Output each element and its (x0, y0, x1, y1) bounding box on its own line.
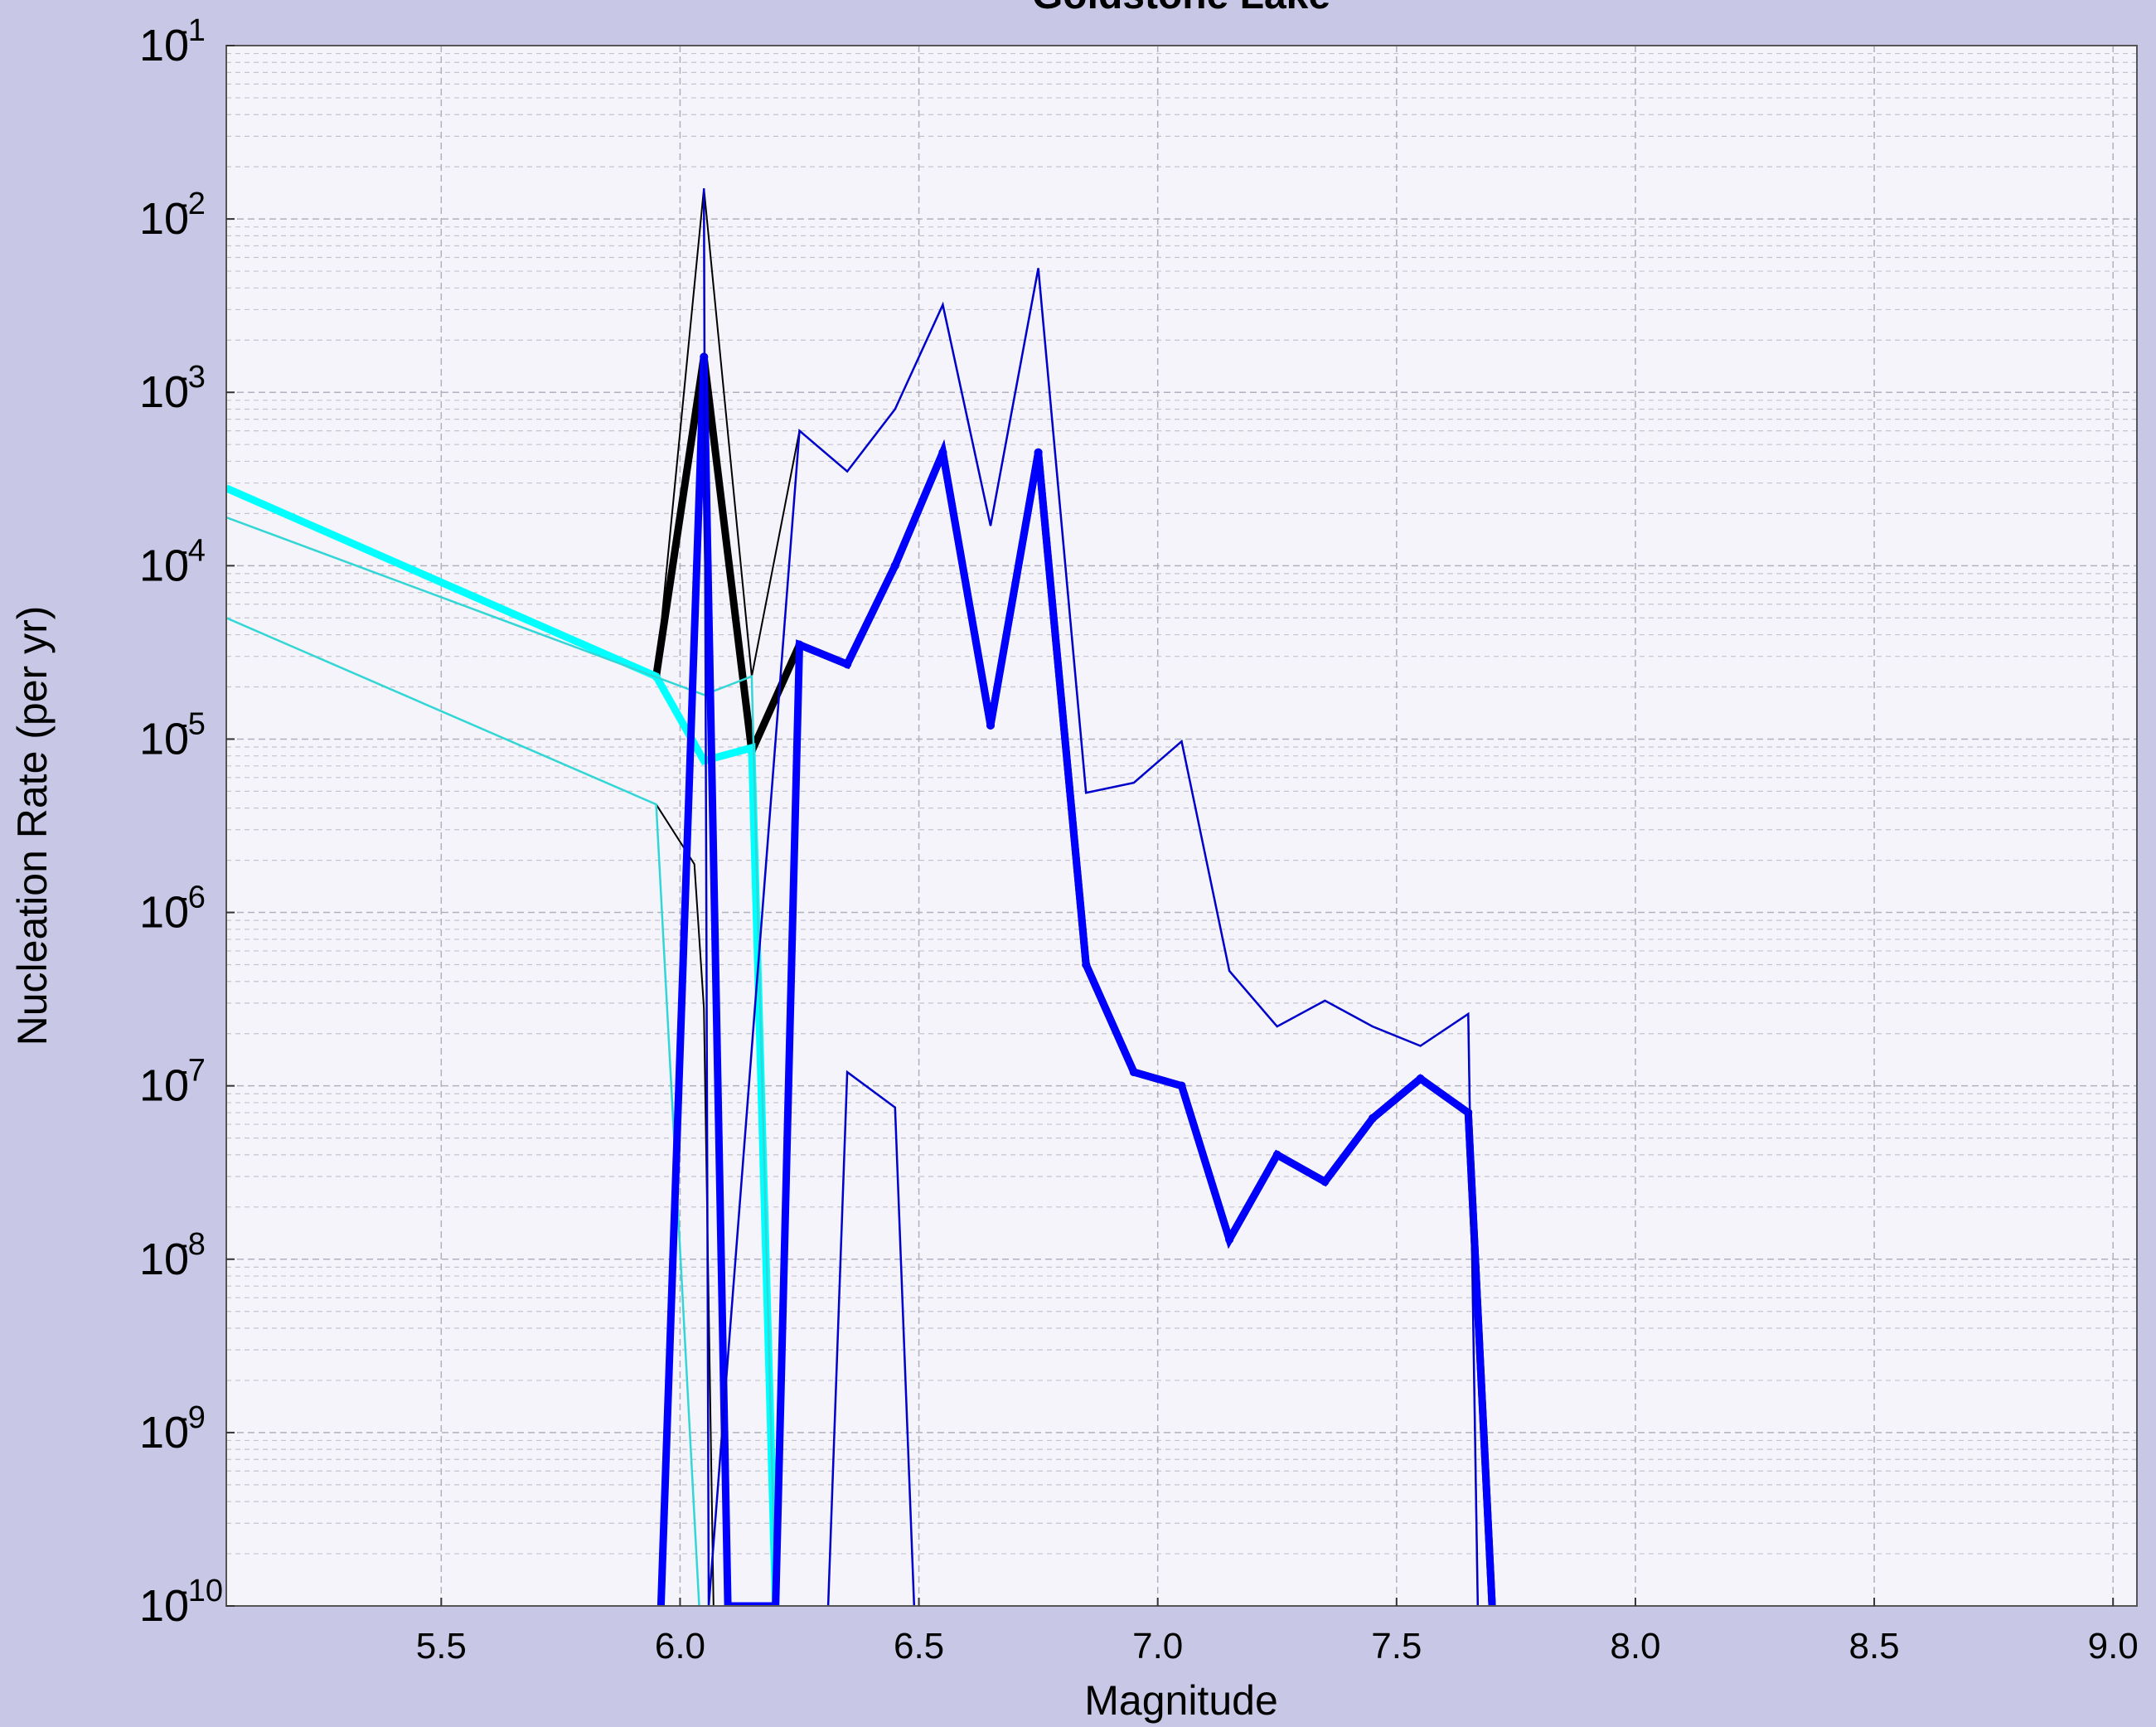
x-tick-label: 5.5 (416, 1626, 467, 1666)
y-tick-exponent: -10 (177, 1574, 223, 1608)
x-tick-label: 8.5 (1848, 1626, 1899, 1666)
y-tick-label: 10-4 (139, 533, 206, 590)
y-tick-exponent: -1 (177, 13, 206, 48)
data-point-blue-mean (1369, 1113, 1377, 1123)
x-axis-ticks: 5.5 6.0 6.5 7.0 7.5 8.0 8.5 9.0 (416, 1598, 2139, 1666)
y-tick-exponent: -2 (177, 187, 206, 221)
y-tick-base: 10 (139, 888, 189, 938)
y-tick-exponent: -5 (177, 706, 206, 741)
data-point-blue-mean (1416, 1075, 1425, 1084)
y-tick-exponent: -7 (177, 1054, 206, 1089)
plot-frame (225, 45, 2138, 1607)
y-tick-base: 10 (139, 714, 189, 764)
y-tick-base: 10 (139, 541, 189, 590)
x-tick-label: 6.0 (655, 1626, 705, 1666)
data-point-blue-mean (890, 561, 899, 570)
x-tick-label: 6.5 (894, 1626, 944, 1666)
series-line-blue-mean (656, 357, 1496, 1606)
y-tick-label: 10-5 (139, 706, 206, 764)
y-tick-label: 10-7 (139, 1054, 206, 1111)
y-tick-base: 10 (139, 21, 189, 70)
data-point-blue-mean (938, 448, 947, 457)
y-tick-exponent: -3 (177, 360, 206, 395)
x-axis-label: Magnitude (1084, 1677, 1278, 1724)
data-point-blue-mean (795, 640, 804, 649)
y-tick-base: 10 (139, 1408, 189, 1458)
y-tick-base: 10 (139, 1581, 189, 1631)
series-line-blue-lower (826, 1070, 916, 1606)
x-tick-label: 8.0 (1610, 1626, 1660, 1666)
x-tick-label: 7.5 (1371, 1626, 1422, 1666)
y-tick-exponent: -6 (177, 880, 206, 915)
data-point-blue-mean (1320, 1177, 1330, 1186)
plot-area (226, 46, 2137, 1606)
data-point-blue-mean (1034, 448, 1043, 457)
data-point-blue-mean (1129, 1068, 1138, 1077)
chart-title: Goldstone Lake (1032, 0, 1330, 17)
y-tick-label: 10-2 (139, 187, 206, 244)
y-axis-ticks: 10-110-210-310-410-510-610-710-810-910-1… (139, 13, 235, 1631)
data-point-blue-mean (1464, 1108, 1473, 1118)
data-point-blue-mean (1225, 1235, 1234, 1244)
series-layer (226, 188, 1496, 1606)
y-tick-base: 10 (139, 367, 189, 417)
data-point-blue-mean (986, 720, 995, 730)
series-line-cyan-lower (226, 617, 700, 1606)
y-tick-label: 10-1 (139, 13, 206, 70)
y-tick-label: 10-3 (139, 360, 206, 417)
y-tick-base: 10 (139, 194, 189, 244)
data-point-blue-mean (1272, 1150, 1281, 1159)
y-tick-label: 10-8 (139, 1227, 206, 1284)
series-line-cyan-mean (226, 484, 780, 1606)
series-line-blue-upper (702, 188, 1480, 1606)
y-tick-label: 10-9 (139, 1400, 206, 1458)
series-line-cyan-upper (226, 516, 777, 1606)
y-tick-label: 10-6 (139, 880, 206, 938)
y-tick-exponent: -9 (177, 1400, 206, 1435)
y-tick-label: 10-10 (139, 1574, 223, 1631)
y-tick-exponent: -4 (177, 533, 206, 568)
data-point-blue-mean (1177, 1081, 1186, 1090)
y-axis-label: Nucleation Rate (per yr) (9, 606, 56, 1046)
y-tick-exponent: -8 (177, 1227, 206, 1262)
y-tick-base: 10 (139, 1235, 189, 1284)
data-point-blue-mean (1082, 960, 1091, 969)
data-point-blue-mean (843, 660, 852, 669)
x-tick-label: 7.0 (1132, 1626, 1183, 1666)
x-tick-label: 9.0 (2088, 1626, 2139, 1666)
y-tick-base: 10 (139, 1061, 189, 1111)
